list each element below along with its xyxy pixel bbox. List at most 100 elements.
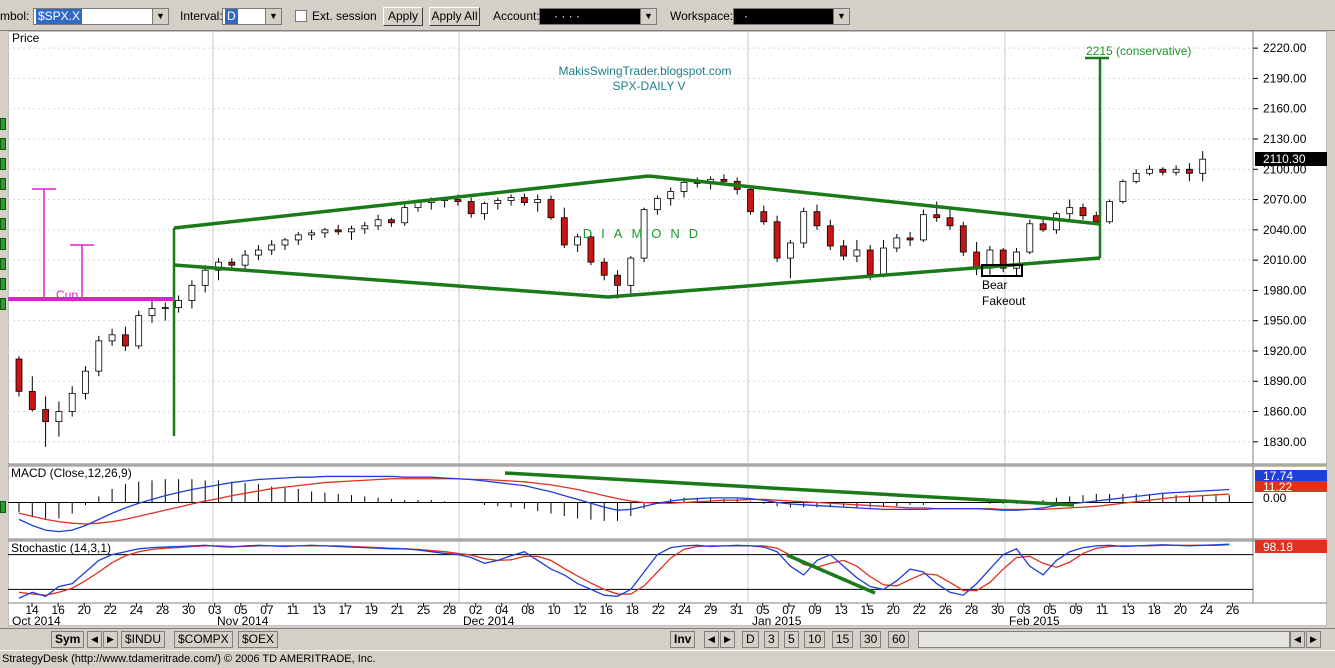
- price-panel-title: Price: [12, 31, 40, 45]
- y-tick-label: 1950.00: [1263, 314, 1307, 328]
- tool-button-icon[interactable]: [0, 158, 6, 170]
- ext-session-checkbox[interactable]: [295, 10, 307, 22]
- period-5[interactable]: 5: [784, 631, 799, 648]
- candle-up: [1013, 251, 1020, 269]
- x-tick-label: 04: [495, 603, 509, 617]
- candle-up: [348, 228, 355, 233]
- candle-down: [15, 358, 23, 392]
- y-tick-label: 2040.00: [1263, 223, 1307, 237]
- tool-button-icon[interactable]: [0, 258, 6, 270]
- candle-up: [308, 232, 316, 236]
- candle-down: [467, 201, 475, 215]
- candle-down: [999, 249, 1007, 269]
- inv-tab[interactable]: Inv: [670, 631, 696, 648]
- bottom-tab-bar: Sym ◀ ▶ $INDU $COMPX $OEX Inv ◀ ▶ D 3 5 …: [0, 628, 1335, 649]
- candle-down: [28, 390, 36, 410]
- period-30[interactable]: 30: [860, 631, 882, 648]
- apply-all-button[interactable]: Apply All: [429, 7, 480, 26]
- tool-button-icon[interactable]: [0, 198, 6, 210]
- candle-up: [574, 236, 581, 246]
- tool-button-icon[interactable]: [0, 178, 6, 190]
- x-tick-label: 29: [704, 603, 718, 617]
- chart-area[interactable]: 1830.00 1860.00 1890.00 1920.00 1950.00 1980.…: [7, 30, 1328, 628]
- next-tab-icon[interactable]: ▶: [103, 631, 118, 648]
- period-3[interactable]: 3: [764, 631, 779, 648]
- period-10[interactable]: 10: [804, 631, 826, 648]
- apply-button[interactable]: Apply: [383, 7, 423, 26]
- scroll-left-icon[interactable]: ◀: [1290, 631, 1305, 648]
- chevron-down-icon[interactable]: ▼: [265, 9, 281, 24]
- candle-up: [640, 209, 648, 259]
- candle-up: [667, 191, 675, 199]
- x-tick-label: 13: [834, 603, 848, 617]
- y-tick-label: 1980.00: [1263, 283, 1307, 297]
- x-tick-label: 13: [312, 603, 326, 617]
- prev-period-icon[interactable]: ◀: [704, 631, 719, 648]
- period-d[interactable]: D: [742, 631, 759, 648]
- x-tick-label: 11: [287, 603, 300, 617]
- next-period-icon[interactable]: ▶: [720, 631, 735, 648]
- tab-indu[interactable]: $INDU: [121, 631, 166, 648]
- x-tick-label: 28: [965, 603, 979, 617]
- chevron-down-icon[interactable]: ▼: [833, 9, 849, 24]
- symbol-combo[interactable]: $SPX.X ▼: [33, 8, 169, 25]
- candle-up: [294, 234, 302, 241]
- tool-button-icon[interactable]: [0, 138, 6, 150]
- period-15[interactable]: 15: [832, 631, 854, 648]
- y-tick-label: 2220.00: [1263, 41, 1307, 55]
- tool-button-icon[interactable]: [0, 298, 6, 310]
- candle-down: [773, 221, 781, 259]
- candle-up: [361, 225, 369, 230]
- workspace-combo[interactable]: · ▼: [733, 8, 850, 25]
- x-tick-label: 22: [913, 603, 927, 617]
- price-y-axis: 1830.00 1860.00 1890.00 1920.00 1950.00 1980.…: [1253, 41, 1307, 449]
- candle-up: [680, 181, 688, 192]
- status-bar: StrategyDesk (http://www.tdameritrade.co…: [0, 650, 1335, 667]
- x-tick-label: 15: [861, 603, 875, 617]
- candle-up: [787, 242, 794, 259]
- symbol-value: $SPX.X: [36, 9, 83, 24]
- candle-up: [800, 211, 808, 244]
- chart-svg[interactable]: 1830.00 1860.00 1890.00 1920.00 1950.00 1980.…: [7, 30, 1328, 628]
- x-tick-label: 18: [626, 603, 640, 617]
- candle-up: [201, 269, 209, 286]
- x-tick-label: 07: [782, 603, 796, 617]
- x-tick-label: 03: [1017, 603, 1031, 617]
- candle-up: [215, 261, 222, 271]
- tool-button-icon[interactable]: [0, 118, 6, 130]
- x-tick-label: 30: [991, 603, 1005, 617]
- horizontal-scrollbar[interactable]: [918, 631, 1290, 648]
- candle-up: [241, 254, 249, 266]
- price-panel: [7, 30, 1254, 465]
- x-tick-label: 20: [887, 603, 901, 617]
- macd-divergence-line: [504, 471, 1075, 507]
- candle-down: [840, 245, 847, 257]
- account-combo[interactable]: · · · · ▼: [539, 8, 657, 25]
- tool-button-icon[interactable]: [0, 278, 6, 290]
- chevron-down-icon[interactable]: ▼: [640, 9, 656, 24]
- chevron-down-icon[interactable]: ▼: [152, 9, 168, 24]
- period-60[interactable]: 60: [888, 631, 910, 648]
- candle-up: [1119, 180, 1127, 202]
- tool-button-icon[interactable]: [0, 501, 6, 513]
- prev-tab-icon[interactable]: ◀: [87, 631, 102, 648]
- last-price-label: 2110.30: [1263, 152, 1306, 166]
- interval-combo[interactable]: D ▼: [222, 8, 282, 25]
- candle-up: [1132, 172, 1140, 182]
- x-tick-label: 10: [547, 603, 561, 617]
- tab-compx[interactable]: $COMPX: [174, 631, 233, 648]
- candle-up: [627, 257, 635, 286]
- target-annotation: 2215 (conservative): [1086, 44, 1191, 58]
- macd-line: [18, 475, 1230, 533]
- scroll-right-icon[interactable]: ▶: [1306, 631, 1321, 648]
- candle-down: [614, 274, 621, 286]
- tab-oex[interactable]: $OEX: [238, 631, 279, 648]
- tool-button-icon[interactable]: [0, 218, 6, 230]
- sym-tab[interactable]: Sym: [51, 631, 85, 648]
- tool-button-icon[interactable]: [0, 238, 6, 250]
- candle-up: [108, 334, 116, 342]
- candle-up: [920, 214, 927, 241]
- diamond-upper-right-line: [648, 174, 1101, 226]
- account-value: · · · ·: [554, 9, 580, 23]
- candle-up: [893, 237, 901, 249]
